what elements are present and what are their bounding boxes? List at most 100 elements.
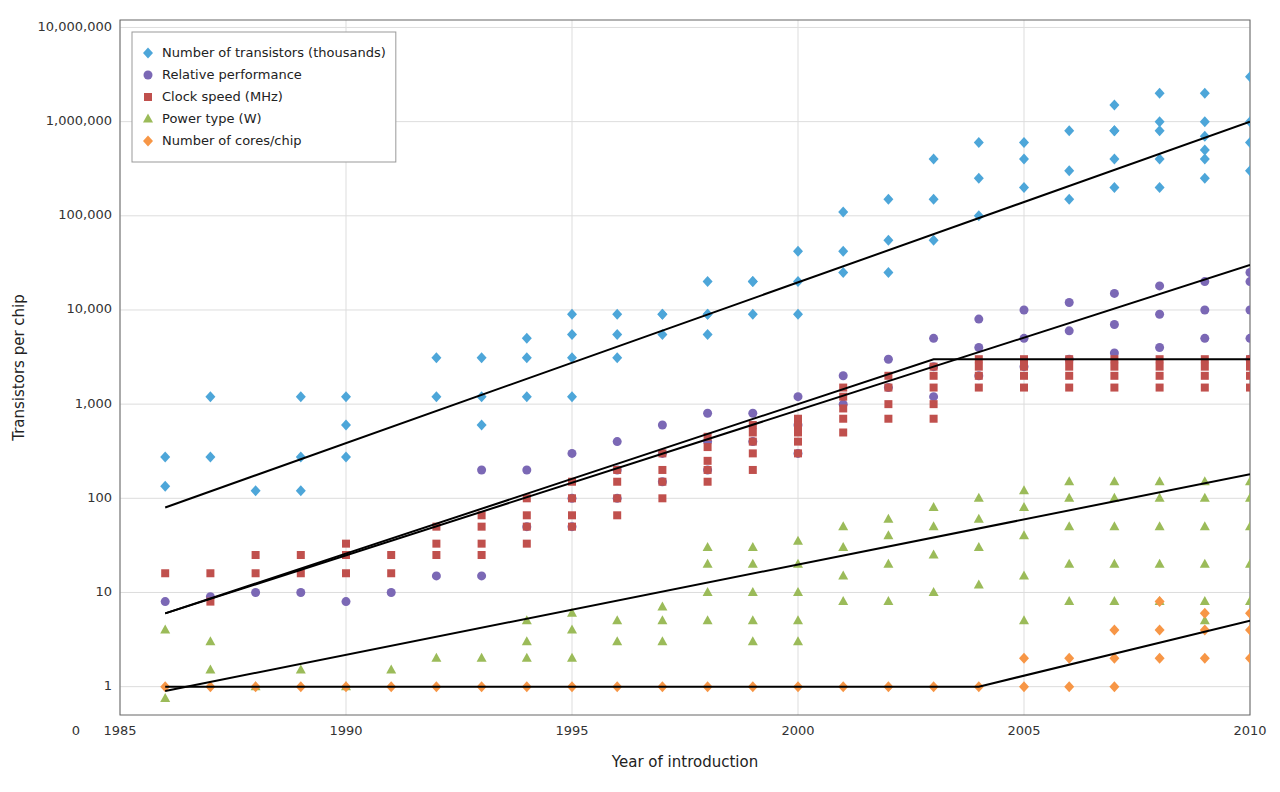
point bbox=[975, 363, 983, 371]
point bbox=[974, 173, 984, 184]
point bbox=[883, 235, 893, 246]
point bbox=[657, 615, 667, 624]
point bbox=[703, 276, 713, 287]
point bbox=[794, 438, 802, 446]
point bbox=[1246, 384, 1250, 392]
point bbox=[1109, 559, 1119, 568]
legend-marker bbox=[144, 93, 152, 101]
point bbox=[1064, 596, 1074, 605]
point bbox=[342, 540, 350, 548]
point bbox=[478, 540, 486, 548]
point bbox=[1200, 305, 1209, 314]
point bbox=[974, 514, 984, 523]
point bbox=[297, 551, 305, 559]
point bbox=[657, 636, 667, 645]
x-tick-label: 2000 bbox=[781, 723, 814, 738]
point bbox=[657, 309, 667, 320]
axes: 1101001,00010,000100,0001,000,00010,000,… bbox=[10, 19, 1267, 771]
point bbox=[161, 597, 170, 606]
point bbox=[1110, 372, 1118, 380]
point bbox=[929, 334, 938, 343]
point bbox=[974, 371, 983, 380]
point bbox=[387, 551, 395, 559]
point bbox=[703, 559, 713, 568]
point bbox=[387, 569, 395, 577]
point bbox=[930, 400, 938, 408]
point bbox=[251, 485, 261, 496]
point bbox=[1155, 653, 1165, 664]
point bbox=[568, 522, 577, 531]
point bbox=[477, 571, 486, 580]
point bbox=[296, 391, 306, 402]
point bbox=[1019, 570, 1029, 579]
point bbox=[1065, 384, 1073, 392]
point bbox=[838, 267, 848, 278]
point bbox=[205, 636, 215, 645]
point bbox=[431, 391, 441, 402]
point bbox=[1155, 281, 1164, 290]
point bbox=[704, 457, 712, 465]
point bbox=[1109, 521, 1119, 530]
point bbox=[341, 451, 351, 462]
point bbox=[1019, 485, 1029, 494]
point bbox=[884, 415, 892, 423]
point bbox=[1019, 615, 1029, 624]
point bbox=[612, 352, 622, 363]
point bbox=[567, 624, 577, 633]
x-tick-label: 1990 bbox=[329, 723, 362, 738]
y-grid-line bbox=[120, 215, 1250, 216]
point bbox=[975, 372, 983, 380]
point bbox=[386, 665, 396, 674]
point bbox=[613, 494, 621, 502]
point bbox=[748, 276, 758, 287]
point bbox=[974, 493, 984, 502]
y-tick-label: 1,000 bbox=[75, 396, 112, 411]
point bbox=[1019, 182, 1029, 193]
point bbox=[568, 511, 576, 519]
series-points bbox=[160, 476, 1250, 702]
point bbox=[567, 653, 577, 662]
point bbox=[252, 569, 260, 577]
point bbox=[477, 420, 487, 431]
point bbox=[1246, 268, 1251, 277]
point bbox=[1109, 125, 1119, 136]
trend-line bbox=[165, 359, 1250, 613]
point bbox=[296, 665, 306, 674]
point bbox=[1109, 596, 1119, 605]
point bbox=[341, 420, 351, 431]
point bbox=[1109, 100, 1119, 111]
point bbox=[929, 194, 939, 205]
y-grid-line bbox=[120, 498, 1250, 499]
point bbox=[704, 478, 712, 486]
point bbox=[1200, 596, 1210, 605]
point bbox=[160, 693, 170, 702]
point bbox=[974, 580, 984, 589]
point bbox=[838, 596, 848, 605]
point bbox=[883, 514, 893, 523]
point bbox=[1109, 154, 1119, 165]
point bbox=[1109, 681, 1119, 692]
point bbox=[1200, 88, 1210, 99]
legend-label: Number of cores/chip bbox=[162, 133, 302, 148]
legend-label: Clock speed (MHz) bbox=[162, 89, 283, 104]
legend-marker bbox=[143, 48, 153, 59]
x-grid-line bbox=[798, 20, 799, 715]
point bbox=[793, 615, 803, 624]
point bbox=[748, 542, 758, 551]
point bbox=[839, 371, 848, 380]
point bbox=[1155, 88, 1165, 99]
point bbox=[793, 246, 803, 257]
point bbox=[523, 523, 531, 531]
point bbox=[1110, 289, 1119, 298]
y-grid-line bbox=[120, 592, 1250, 593]
point bbox=[748, 276, 758, 287]
point bbox=[703, 465, 712, 474]
point bbox=[522, 465, 531, 474]
point bbox=[1245, 653, 1250, 664]
point bbox=[160, 451, 170, 462]
point bbox=[431, 352, 441, 363]
point bbox=[1200, 173, 1210, 184]
point bbox=[1200, 493, 1210, 502]
point bbox=[794, 392, 803, 401]
point bbox=[522, 636, 532, 645]
